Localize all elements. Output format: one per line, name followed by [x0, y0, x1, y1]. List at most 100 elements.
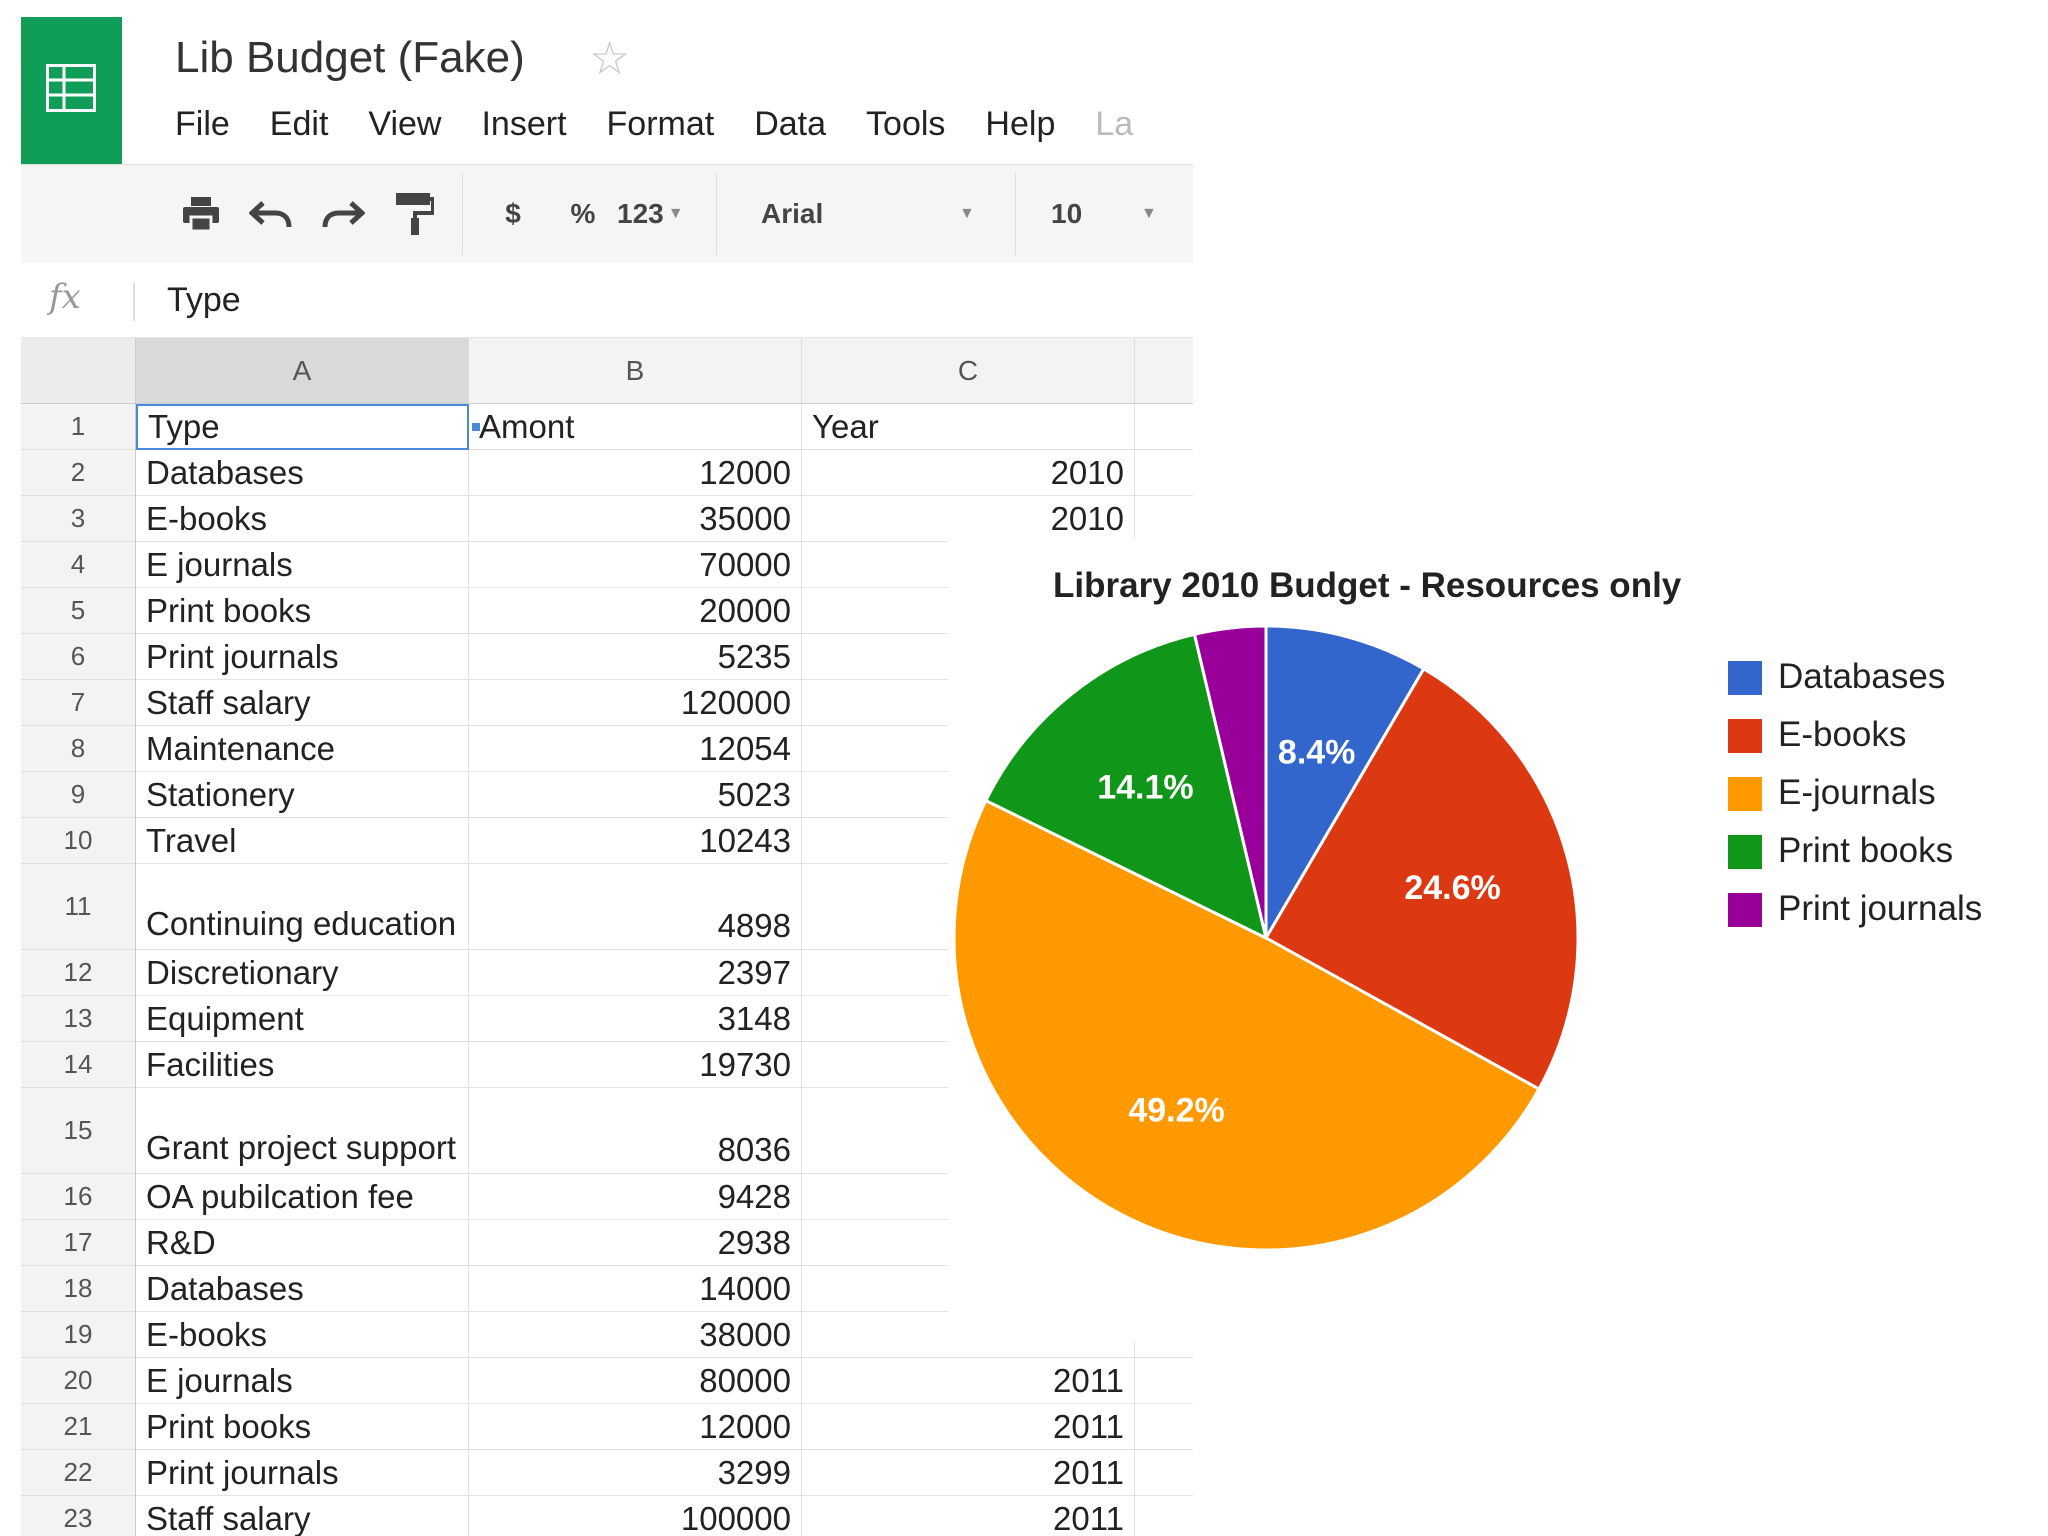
row-number[interactable]: 12	[21, 950, 136, 996]
menu-file[interactable]: File	[175, 105, 230, 143]
row-number[interactable]: 23	[21, 1496, 136, 1536]
column-header-b[interactable]: B	[469, 338, 802, 404]
currency-format-button[interactable]: $	[505, 198, 521, 229]
cell-type[interactable]: E-books	[136, 496, 469, 542]
fill-handle[interactable]	[472, 423, 480, 431]
menu-edit[interactable]: Edit	[269, 105, 329, 143]
row-number[interactable]: 8	[21, 726, 136, 772]
cell-type[interactable]: Databases	[136, 1266, 469, 1312]
cell-type[interactable]: Print books	[136, 1404, 469, 1450]
row-number[interactable]: 10	[21, 818, 136, 864]
row-number[interactable]: 13	[21, 996, 136, 1042]
pie-slice-print-books[interactable]	[983, 632, 1269, 941]
cell-type[interactable]: Databases	[136, 450, 469, 496]
cell-type[interactable]: Print books	[136, 588, 469, 634]
row-number[interactable]: 14	[21, 1042, 136, 1088]
cell-type[interactable]: R&D	[136, 1220, 469, 1266]
cell-amount[interactable]: 19730	[469, 1042, 802, 1088]
cell-type[interactable]: Stationery	[136, 772, 469, 818]
redo-icon[interactable]	[319, 165, 367, 263]
cell-type[interactable]: E journals	[136, 542, 469, 588]
pie-slice-e-journals[interactable]	[952, 798, 1542, 1252]
cell-type[interactable]: Grant project support	[136, 1088, 469, 1174]
column-header-a[interactable]: A	[136, 338, 469, 404]
cell-type[interactable]: OA pubilcation fee	[136, 1174, 469, 1220]
cell-amount[interactable]: 8036	[469, 1088, 802, 1174]
menu-help[interactable]: Help	[985, 105, 1056, 143]
row-number[interactable]: 20	[21, 1358, 136, 1404]
star-icon[interactable]: ☆	[589, 32, 631, 84]
menu-last-edit[interactable]: La	[1095, 105, 1134, 143]
cell-year[interactable]: 2011	[802, 1358, 1135, 1404]
sheets-logo-icon[interactable]	[21, 17, 122, 164]
cell-empty[interactable]	[1135, 1312, 1193, 1358]
font-size-dropdown[interactable]: 10 ▼	[1051, 165, 1171, 263]
row-number[interactable]: 17	[21, 1220, 136, 1266]
cell-amount[interactable]: 12000	[469, 1404, 802, 1450]
cell-type[interactable]: Equipment	[136, 996, 469, 1042]
cell-amount[interactable]: 70000	[469, 542, 802, 588]
cell-type[interactable]: Staff salary	[136, 680, 469, 726]
pie-slice-databases[interactable]	[1264, 624, 1426, 944]
cell-type[interactable]: Maintenance	[136, 726, 469, 772]
row-number[interactable]: 15	[21, 1088, 136, 1174]
paint-format-icon[interactable]	[391, 165, 437, 263]
cell-empty[interactable]	[1135, 1496, 1193, 1536]
cell-amount[interactable]: 4898	[469, 864, 802, 950]
column-header-d[interactable]	[1135, 338, 1193, 404]
cell-type[interactable]: Print journals	[136, 1450, 469, 1496]
row-number[interactable]: 18	[21, 1266, 136, 1312]
cell-amount[interactable]: 80000	[469, 1358, 802, 1404]
cell-amount[interactable]: 3299	[469, 1450, 802, 1496]
pie-slice-print-journals[interactable]	[1192, 624, 1268, 939]
cell-amount[interactable]: 5235	[469, 634, 802, 680]
cell-empty[interactable]	[1135, 450, 1193, 496]
row-number[interactable]: 16	[21, 1174, 136, 1220]
pie-chart[interactable]: Library 2010 Budget - Resources only 8.4…	[948, 540, 2048, 1340]
cell-type[interactable]: Discretionary	[136, 950, 469, 996]
cell-amount[interactable]: 9428	[469, 1174, 802, 1220]
cell-type[interactable]: Facilities	[136, 1042, 469, 1088]
cell-amount[interactable]: Amont	[469, 404, 802, 450]
cell-type[interactable]: E journals	[136, 1358, 469, 1404]
cell-amount[interactable]: 5023	[469, 772, 802, 818]
cell-empty[interactable]	[1135, 1450, 1193, 1496]
cell-type[interactable]: Staff salary	[136, 1496, 469, 1536]
cell-year[interactable]: Year	[802, 404, 1135, 450]
row-number[interactable]: 7	[21, 680, 136, 726]
undo-icon[interactable]	[247, 165, 295, 263]
row-number[interactable]: 19	[21, 1312, 136, 1358]
cell-year[interactable]: 2011	[802, 1404, 1135, 1450]
row-number[interactable]: 5	[21, 588, 136, 634]
row-number[interactable]: 1	[21, 404, 136, 450]
cell-amount[interactable]: 120000	[469, 680, 802, 726]
row-number[interactable]: 9	[21, 772, 136, 818]
menu-data[interactable]: Data	[754, 105, 827, 143]
formula-input[interactable]: Type	[167, 281, 241, 319]
percent-format-button[interactable]: %	[570, 198, 596, 229]
cell-amount[interactable]: 12054	[469, 726, 802, 772]
cell-year[interactable]: 2010	[802, 496, 1135, 542]
cell-amount[interactable]: 3148	[469, 996, 802, 1042]
menu-view[interactable]: View	[368, 105, 442, 143]
menu-insert[interactable]: Insert	[481, 105, 567, 143]
row-number[interactable]: 11	[21, 864, 136, 950]
pie-slice-e-books[interactable]	[1263, 666, 1580, 1092]
cell-empty[interactable]	[1135, 1404, 1193, 1450]
cell-type[interactable]: Print journals	[136, 634, 469, 680]
cell-year[interactable]: 2011	[802, 1450, 1135, 1496]
document-title[interactable]: Lib Budget (Fake)	[175, 33, 525, 82]
font-family-dropdown[interactable]: Arial ▼	[761, 165, 991, 263]
cell-amount[interactable]: 12000	[469, 450, 802, 496]
cell-amount[interactable]: 14000	[469, 1266, 802, 1312]
cell-year[interactable]: 2011	[802, 1496, 1135, 1536]
cell-amount[interactable]: 35000	[469, 496, 802, 542]
cell-amount[interactable]: 2397	[469, 950, 802, 996]
select-all-corner[interactable]	[21, 338, 136, 404]
cell-amount[interactable]: 20000	[469, 588, 802, 634]
row-number[interactable]: 6	[21, 634, 136, 680]
cell-year[interactable]: 2010	[802, 450, 1135, 496]
row-number[interactable]: 21	[21, 1404, 136, 1450]
column-header-c[interactable]: C	[802, 338, 1135, 404]
row-number[interactable]: 4	[21, 542, 136, 588]
